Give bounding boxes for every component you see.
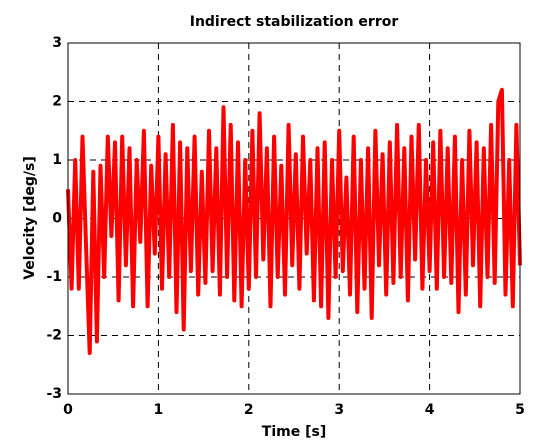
y-tick-label: 3 [52, 35, 62, 51]
x-tick-label: 1 [154, 402, 164, 418]
y-tick-label: -2 [46, 328, 62, 344]
y-tick-label: 0 [52, 211, 62, 227]
x-tick-label: 4 [425, 402, 435, 418]
y-tick-label: 2 [52, 94, 62, 110]
plot-frame [67, 42, 521, 395]
x-tick-label: 5 [515, 402, 525, 418]
y-axis-label: Velocity [deg/s] [22, 156, 38, 280]
x-tick-label: 3 [334, 402, 344, 418]
chart-title: Indirect stabilization error [190, 14, 399, 30]
data-line [66, 87, 522, 356]
y-tick-label: -3 [46, 386, 62, 402]
y-tick-label: 1 [52, 152, 62, 168]
x-axis-label: Time [s] [262, 424, 326, 440]
x-tick-label: 2 [244, 402, 254, 418]
x-tick-label: 0 [63, 402, 73, 418]
y-tick-label: -1 [46, 269, 62, 285]
